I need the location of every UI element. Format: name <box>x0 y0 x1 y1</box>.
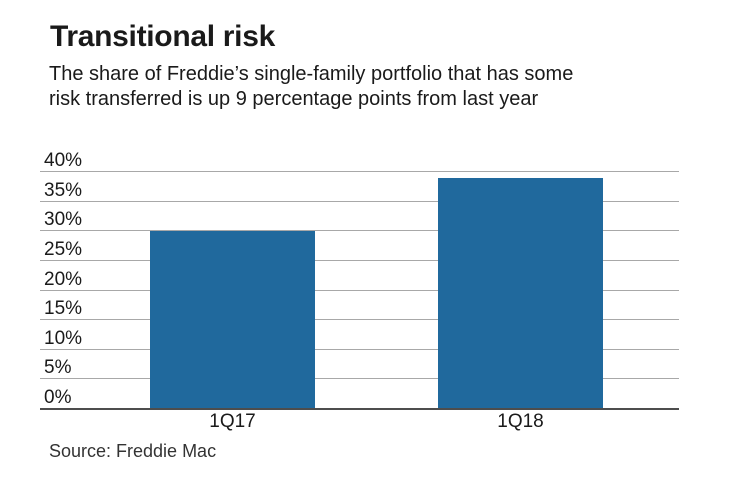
bar-1Q17 <box>150 231 315 408</box>
chart-subtitle-line-2: risk transferred is up 9 percentage poin… <box>49 88 539 110</box>
chart-subtitle-line-1: The share of Freddie’s single-family por… <box>49 63 574 85</box>
gridline-30 <box>40 230 679 231</box>
x-axis-label-1Q17: 1Q17 <box>209 411 256 432</box>
y-axis-tick-15: 15% <box>44 298 83 319</box>
gridline-35 <box>40 201 679 202</box>
y-axis-tick-10: 10% <box>44 328 83 349</box>
y-axis-tick-5: 5% <box>44 357 72 378</box>
y-axis-tick-40: 40% <box>44 150 83 171</box>
y-axis-tick-20: 20% <box>44 269 83 290</box>
gridline-20 <box>40 290 679 291</box>
chart-title: Transitional risk <box>50 20 275 53</box>
gridline-5 <box>40 378 679 379</box>
bar-1Q18 <box>438 178 603 408</box>
source-note: Source: Freddie Mac <box>49 441 217 461</box>
y-axis-tick-25: 25% <box>44 239 83 260</box>
y-axis-tick-0: 0% <box>44 387 72 408</box>
y-axis-tick-35: 35% <box>44 180 83 201</box>
gridline-15 <box>40 319 679 320</box>
gridline-40 <box>40 171 679 172</box>
chart-subtitle: The share of Freddie’s single-family por… <box>49 62 573 112</box>
x-axis-label-1Q18: 1Q18 <box>497 411 544 432</box>
gridline-10 <box>40 349 679 350</box>
x-axis-line <box>40 408 679 410</box>
gridline-25 <box>40 260 679 261</box>
y-axis-tick-30: 30% <box>44 209 83 230</box>
